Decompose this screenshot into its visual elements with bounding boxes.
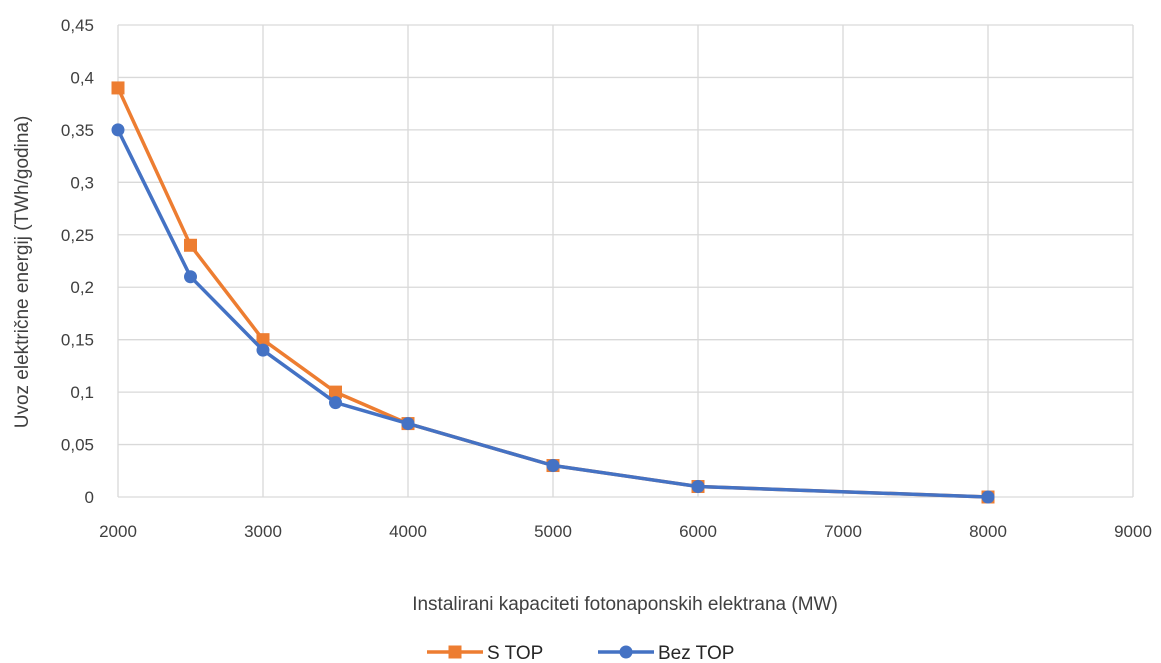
series-layer: [111, 81, 995, 504]
y-tick-label: 0,45: [61, 16, 94, 35]
y-axis-title: Uvoz električne energij (TWh/godina): [12, 116, 33, 429]
data-point-circle: [546, 459, 560, 473]
y-tick-label: 0,2: [70, 278, 94, 297]
y-tick-label: 0,15: [61, 331, 94, 350]
y-tick-label: 0,05: [61, 436, 94, 455]
legend-marker-circle: [619, 645, 633, 659]
series-bez-top: [111, 123, 995, 504]
x-tick-label: 5000: [534, 522, 572, 541]
y-tick-label: 0,1: [70, 383, 94, 402]
legend-marker-square: [448, 645, 462, 659]
x-tick-label: 9000: [1114, 522, 1152, 541]
data-point-square: [256, 333, 270, 347]
data-point-circle: [401, 417, 415, 431]
data-point-circle: [184, 270, 197, 284]
data-point-square: [184, 238, 197, 252]
legend-label: Bez TOP: [658, 643, 734, 663]
legend-item: Bez TOP: [598, 643, 734, 663]
x-tick-label: 4000: [389, 522, 427, 541]
x-tick-label: 6000: [679, 522, 717, 541]
grid: [117, 24, 1134, 498]
x-tick-label: 7000: [824, 522, 862, 541]
data-point-circle: [329, 396, 342, 410]
x-tick-label: 3000: [244, 522, 282, 541]
data-point-circle: [981, 490, 995, 504]
data-point-circle: [256, 343, 270, 357]
y-tick-label: 0,4: [70, 68, 94, 87]
y-tick-label: 0,35: [61, 121, 94, 140]
data-point-square: [111, 81, 125, 95]
data-point-circle: [691, 480, 705, 494]
legend: S TOP Bez TOP: [427, 643, 734, 663]
x-tick-label: 8000: [969, 522, 1007, 541]
x-axis-title: Instalirani kapaciteti fotonaponskih ele…: [412, 594, 838, 615]
y-tick-label: 0,3: [70, 173, 94, 192]
y-tick-label: 0: [85, 488, 94, 507]
y-tick-label: 0,25: [61, 226, 94, 245]
legend-item: S TOP: [427, 643, 543, 663]
data-point-circle: [111, 123, 125, 137]
tick-labels: 0 0,05 0,1 0,15 0,2 0,25 0,3 0,35 0,4 0,45 2000 300…: [61, 16, 1152, 541]
legend-label: S TOP: [487, 643, 543, 663]
data-point-square: [329, 385, 342, 399]
series-line: [116, 128, 990, 499]
x-tick-label: 2000: [99, 522, 137, 541]
